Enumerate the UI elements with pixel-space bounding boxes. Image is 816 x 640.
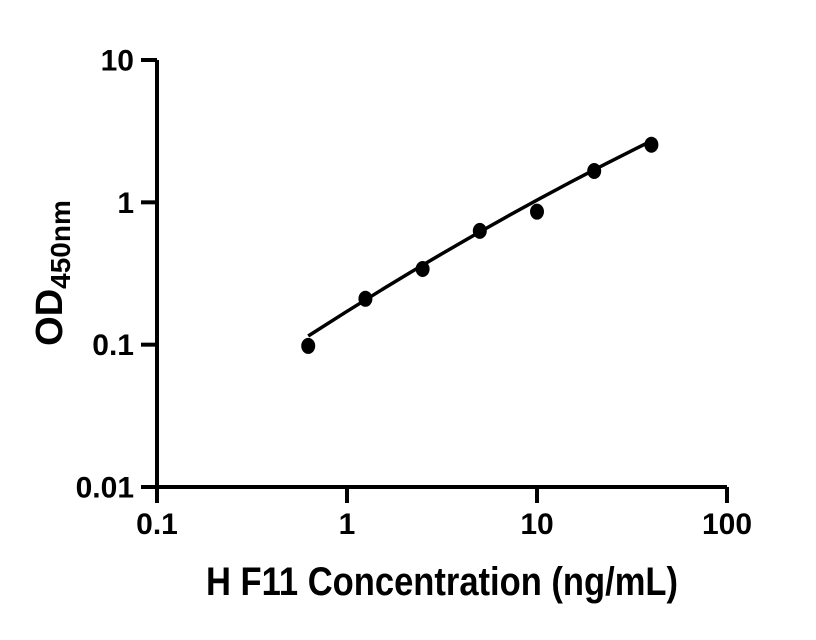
x-tick-label: 100 [702, 508, 752, 541]
data-point [415, 261, 430, 278]
data-point [644, 136, 659, 153]
x-tick-label: 1 [339, 508, 356, 541]
x-tick-label: 0.1 [136, 508, 178, 541]
y-axis-title-main: OD [29, 289, 71, 346]
data-point [530, 203, 544, 220]
x-tick-label: 10 [520, 508, 553, 541]
data-point [587, 163, 602, 180]
data-point [472, 222, 487, 239]
y-tick-label: 10 [101, 45, 134, 78]
y-axis-title-subscript: 450nm [45, 200, 76, 289]
data-point [358, 290, 373, 307]
axis-spine [155, 60, 727, 489]
y-axis-title: OD450nm [29, 200, 76, 346]
y-tick-label: 0.01 [76, 472, 134, 505]
x-axis-title: H F11 Concentration (ng/mL) [206, 560, 678, 604]
data-point [301, 337, 316, 354]
y-tick-label: 1 [117, 187, 134, 220]
y-tick-label: 0.1 [92, 329, 134, 362]
